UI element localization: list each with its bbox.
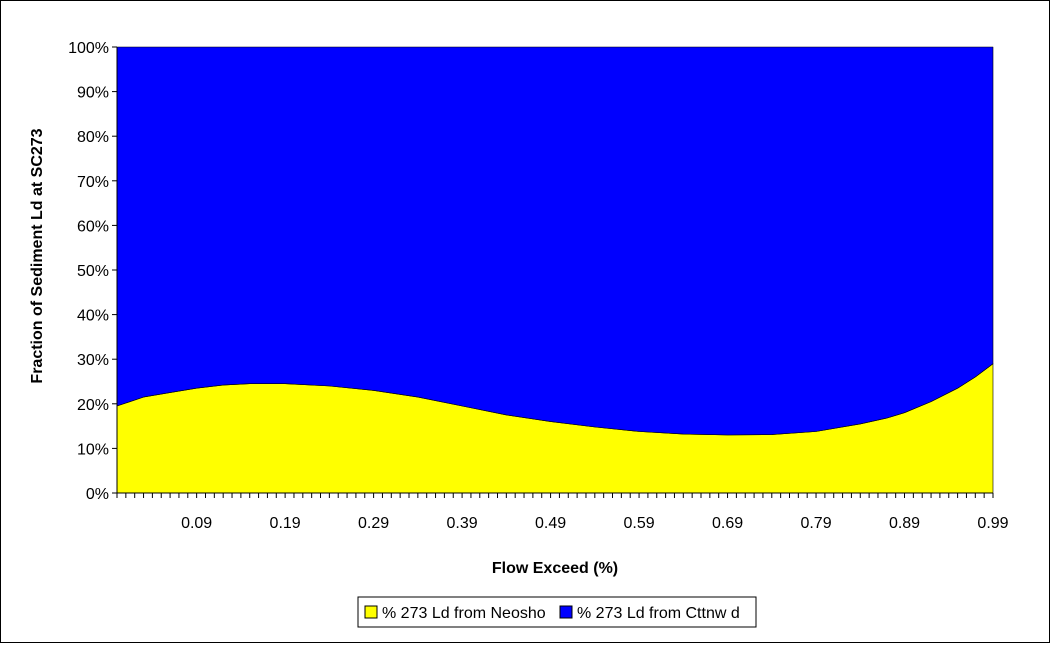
x-tick-label-3: 0.39 — [447, 515, 478, 532]
y-tick-label-1: 10% — [77, 441, 109, 458]
x-tick-label-0: 0.09 — [181, 515, 212, 532]
x-tick-label-5: 0.59 — [623, 515, 654, 532]
legend-box — [357, 596, 757, 628]
x-tick-label-4: 0.49 — [535, 515, 566, 532]
x-tick-label-1: 0.19 — [270, 515, 301, 532]
x-tick-label-8: 0.89 — [889, 515, 920, 532]
y-tick-label-6: 60% — [77, 218, 109, 235]
x-tick-label-2: 0.29 — [358, 515, 389, 532]
y-tick-label-9: 90% — [77, 85, 109, 102]
legend-label-cttnwd: % 273 Ld from Cttnw d — [577, 605, 740, 622]
y-tick-label-3: 30% — [77, 352, 109, 369]
legend: % 273 Ld from Neosho % 273 Ld from Cttnw… — [357, 596, 757, 628]
y-tick-label-2: 20% — [77, 397, 109, 414]
axes-layer: 0% 10% 20% 30% 40% 50% 60% 70% 80% 90% 100% 0.09 0.1… — [68, 40, 1009, 532]
x-axis-title: Flow Exceed (%) — [492, 560, 618, 577]
y-tick-label-5: 50% — [77, 263, 109, 280]
x-tick-label-6: 0.69 — [712, 515, 743, 532]
y-tick-label-0: 0% — [86, 486, 109, 503]
y-axis-title: Fraction of Sediment Ld at SC273 — [29, 128, 46, 383]
legend-label-neosho: % 273 Ld from Neosho — [382, 605, 546, 622]
x-tick-label-9: 0.99 — [977, 515, 1008, 532]
y-tick-label-10: 100% — [68, 40, 109, 57]
x-tick-label-7: 0.79 — [800, 515, 831, 532]
series-area-1 — [116, 46, 994, 436]
legend-swatch-neosho — [364, 605, 378, 619]
legend-swatch-cttnwd — [559, 605, 573, 619]
y-tick-label-7: 70% — [77, 174, 109, 191]
series-layer — [116, 46, 994, 494]
y-tick-label-8: 80% — [77, 129, 109, 146]
y-tick-label-4: 40% — [77, 308, 109, 325]
